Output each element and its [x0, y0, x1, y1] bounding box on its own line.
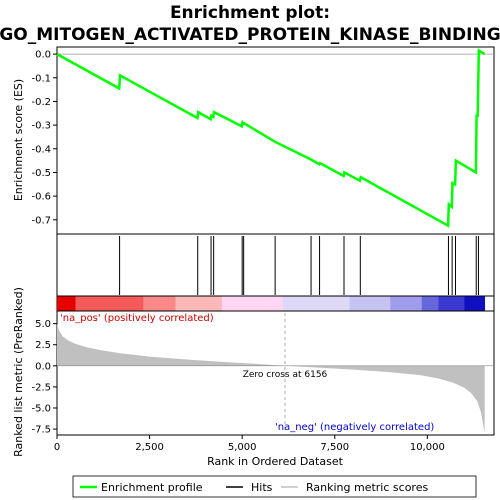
- es-tick-label: -0.7: [31, 215, 51, 226]
- pos-correlated-label: 'na_pos' (positively correlated): [60, 313, 214, 324]
- es-tick-label: -0.5: [31, 168, 51, 179]
- es-tick-label: 0.0: [35, 50, 51, 61]
- neg-correlated-label: 'na_neg' (negatively correlated): [275, 422, 434, 433]
- metric-tick-label: 2.5: [35, 340, 51, 351]
- heatmap-cell: [438, 296, 465, 311]
- heatmap-cell: [349, 296, 391, 311]
- hits-panel: [56, 233, 495, 297]
- heatmap-cell: [175, 296, 223, 311]
- x-axis-label: Rank in Ordered Dataset: [207, 455, 344, 468]
- es-tick-label: -0.1: [31, 73, 51, 84]
- es-panel: 0.0 -0.1 -0.2 -0.3 -0.4 -0.5 -0.6 -0.7: [31, 46, 495, 235]
- metric-panel: Zero cross at 6156 'na_pos' (positively …: [31, 310, 495, 436]
- metric-y-axis-label: Ranked list metric (PreRanked): [12, 287, 25, 457]
- es-panel-frame: [56, 46, 495, 235]
- heatmap-cell: [75, 296, 144, 311]
- es-tick-label: -0.3: [31, 121, 51, 132]
- es-y-axis-label: Enrichment score (ES): [12, 79, 25, 201]
- x-tick-label: 0: [54, 442, 60, 453]
- heatmap-cell: [464, 296, 486, 311]
- chart-title-line1: Enrichment plot:: [170, 3, 330, 23]
- heatmap-cell: [221, 296, 284, 311]
- metric-tick-label: -2.5: [31, 382, 51, 393]
- legend-label-enrichment: Enrichment profile: [101, 481, 203, 494]
- metric-tick-label: 0.0: [35, 361, 51, 372]
- es-tick-label: -0.6: [31, 192, 51, 203]
- legend-label-hits: Hits: [251, 481, 273, 494]
- x-tick-label: 7,500: [320, 442, 349, 453]
- chart-title-line2: GO_MITOGEN_ACTIVATED_PROTEIN_KINASE_BIND…: [0, 25, 500, 45]
- legend-frame: [72, 475, 477, 498]
- es-tick-label: -0.2: [31, 97, 51, 108]
- heatmap-cell: [57, 296, 76, 311]
- heatmap-cell: [390, 296, 423, 311]
- metric-tick-label: -5.0: [31, 404, 51, 415]
- legend-label-metric: Ranking metric scores: [306, 481, 428, 494]
- x-tick-label: 2,500: [135, 442, 164, 453]
- x-axis: 0 2,500 5,000 7,500 10,000: [54, 435, 445, 453]
- metric-tick-label: -7.5: [31, 425, 51, 436]
- heatmap-cell: [143, 296, 176, 311]
- heatmap-panel: [56, 295, 495, 312]
- enrichment-profile-line: [56, 48, 486, 228]
- heatmap-cell: [282, 296, 350, 311]
- x-tick-label: 10,000: [410, 442, 445, 453]
- zero-cross-label: Zero cross at 6156: [243, 370, 328, 380]
- metric-tick-label: 5.0: [35, 319, 51, 330]
- legend: Enrichment profile Hits Ranking metric s…: [72, 475, 477, 498]
- es-tick-label: -0.4: [31, 144, 51, 155]
- heatmap-cell: [421, 296, 439, 311]
- x-tick-label: 5,000: [228, 442, 257, 453]
